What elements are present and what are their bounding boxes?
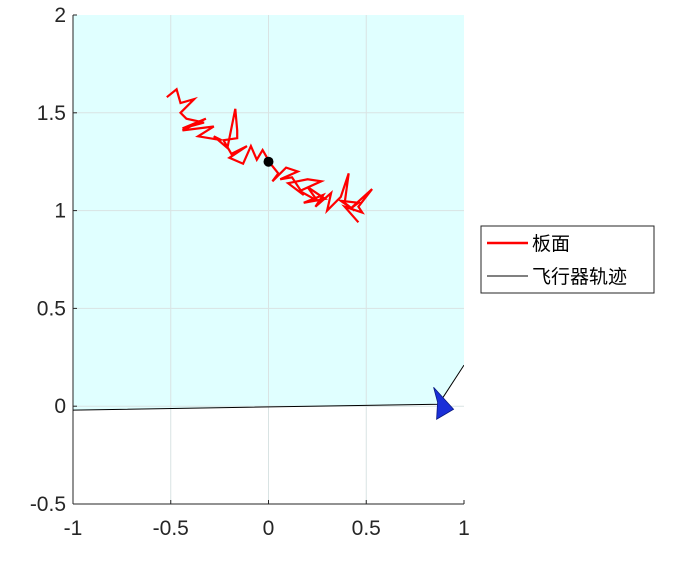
aircraft-arrow-icon — [433, 386, 455, 420]
y-tick-label: 2 — [54, 4, 66, 27]
y-tick-label: 0.5 — [37, 297, 66, 320]
x-tick-label: 0.5 — [352, 517, 381, 540]
legend-box — [480, 225, 655, 294]
y-tick-label: 1.5 — [37, 102, 66, 125]
x-tick-label: -0.5 — [153, 517, 189, 540]
tick-labels-layer: -1 -0.5 0 0.5 1-0.500.511.52 — [30, 4, 470, 540]
x-tick-label: -1 — [64, 517, 83, 540]
legend: 板面 飞行器轨迹 — [480, 225, 655, 294]
legend-label-plate: 板面 — [532, 233, 570, 255]
y-tick-label: 1 — [54, 200, 66, 223]
grid-layer — [73, 15, 464, 504]
y-tick-label: 0 — [54, 395, 66, 418]
x-tick-label: 1 — [458, 517, 470, 540]
legend-label-trajectory: 飞行器轨迹 — [532, 266, 627, 288]
plate-series-line — [166, 87, 373, 224]
y-tick-label: -0.5 — [30, 493, 66, 516]
markers-layer — [263, 156, 455, 420]
x-tick-label: 0 — [263, 517, 275, 540]
center-dot-marker — [263, 156, 274, 167]
axes-layer — [72, 14, 465, 505]
